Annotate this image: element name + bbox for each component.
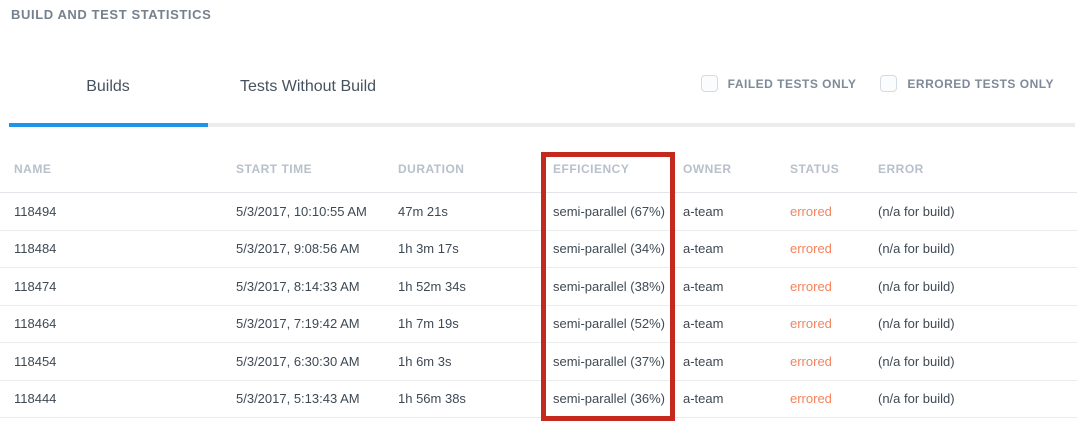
cell-owner: a-team [683,316,724,332]
table-body: 118494 5/3/2017, 10:10:55 AM 47m 21s sem… [0,193,1077,418]
cell-efficiency: semi-parallel (37%) [553,353,665,369]
tab-tests-without-build[interactable]: Tests Without Build [239,78,377,95]
errored-tests-only-label: ERRORED TESTS ONLY [907,76,1054,91]
cell-name: 118474 [14,278,57,294]
cell-status: errored [790,391,832,407]
cell-efficiency: semi-parallel (67%) [553,203,665,219]
cell-error: (n/a for build) [878,203,955,219]
cell-duration: 1h 6m 3s [398,353,452,369]
cell-efficiency: semi-parallel (34%) [553,241,665,257]
cell-error: (n/a for build) [878,278,955,294]
cell-name: 118444 [14,391,57,407]
cell-duration: 1h 56m 38s [398,391,466,407]
cell-owner: a-team [683,203,724,219]
cell-name: 118454 [14,353,57,369]
table-row[interactable]: 118474 5/3/2017, 8:14:33 AM 1h 52m 34s s… [0,268,1077,306]
column-header-start-time: START TIME [236,162,313,176]
cell-error: (n/a for build) [878,391,955,407]
table-row[interactable]: 118444 5/3/2017, 5:13:43 AM 1h 56m 38s s… [0,381,1077,418]
cell-start-time: 5/3/2017, 9:08:56 AM [236,241,360,257]
failed-tests-only-label: FAILED TESTS ONLY [727,76,857,91]
cell-start-time: 5/3/2017, 5:13:43 AM [236,391,360,407]
cell-owner: a-team [683,391,724,407]
column-header-error: ERROR [878,162,924,176]
cell-duration: 1h 3m 17s [398,241,459,257]
active-tab-indicator [9,123,208,127]
cell-duration: 47m 21s [398,203,448,219]
table-row[interactable]: 118484 5/3/2017, 9:08:56 AM 1h 3m 17s se… [0,231,1077,268]
cell-name: 118484 [14,241,57,257]
cell-error: (n/a for build) [878,316,955,332]
cell-status: errored [790,316,832,332]
column-header-status: STATUS [790,162,840,176]
cell-start-time: 5/3/2017, 8:14:33 AM [236,278,360,294]
cell-status: errored [790,278,832,294]
filter-group: FAILED TESTS ONLY ERRORED TESTS ONLY [700,75,1054,92]
page-title: BUILD AND TEST STATISTICS [11,7,212,22]
failed-tests-only-filter[interactable]: FAILED TESTS ONLY [700,75,857,92]
table-row[interactable]: 118494 5/3/2017, 10:10:55 AM 47m 21s sem… [0,193,1077,231]
tab-builds[interactable]: Builds [86,78,130,95]
errored-tests-only-filter[interactable]: ERRORED TESTS ONLY [880,75,1054,92]
cell-error: (n/a for build) [878,241,955,257]
cell-duration: 1h 7m 19s [398,316,459,332]
cell-status: errored [790,241,832,257]
cell-status: errored [790,353,832,369]
column-header-name: NAME [14,162,52,176]
cell-status: errored [790,203,832,219]
builds-table: NAME START TIME DURATION EFFICIENCY OWNE… [0,127,1077,418]
column-header-efficiency: EFFICIENCY [553,162,630,176]
cell-duration: 1h 52m 34s [398,278,466,294]
tab-bar: Builds Tests Without Build [8,76,408,98]
cell-owner: a-team [683,278,724,294]
cell-efficiency: semi-parallel (52%) [553,316,665,332]
cell-name: 118464 [14,316,57,332]
failed-tests-only-checkbox[interactable] [700,75,718,92]
cell-efficiency: semi-parallel (36%) [553,391,665,407]
table-row[interactable]: 118464 5/3/2017, 7:19:42 AM 1h 7m 19s se… [0,306,1077,343]
cell-owner: a-team [683,353,724,369]
cell-error: (n/a for build) [878,353,955,369]
column-header-duration: DURATION [398,162,465,176]
cell-start-time: 5/3/2017, 7:19:42 AM [236,316,360,332]
cell-start-time: 5/3/2017, 10:10:55 AM [236,203,367,219]
column-header-owner: OWNER [683,162,732,176]
errored-tests-only-checkbox[interactable] [880,75,898,92]
tab-underline-track [9,123,1075,127]
cell-owner: a-team [683,241,724,257]
table-row[interactable]: 118454 5/3/2017, 6:30:30 AM 1h 6m 3s sem… [0,343,1077,381]
table-header-row: NAME START TIME DURATION EFFICIENCY OWNE… [0,127,1077,193]
cell-start-time: 5/3/2017, 6:30:30 AM [236,353,360,369]
cell-name: 118494 [14,203,57,219]
cell-efficiency: semi-parallel (38%) [553,278,665,294]
